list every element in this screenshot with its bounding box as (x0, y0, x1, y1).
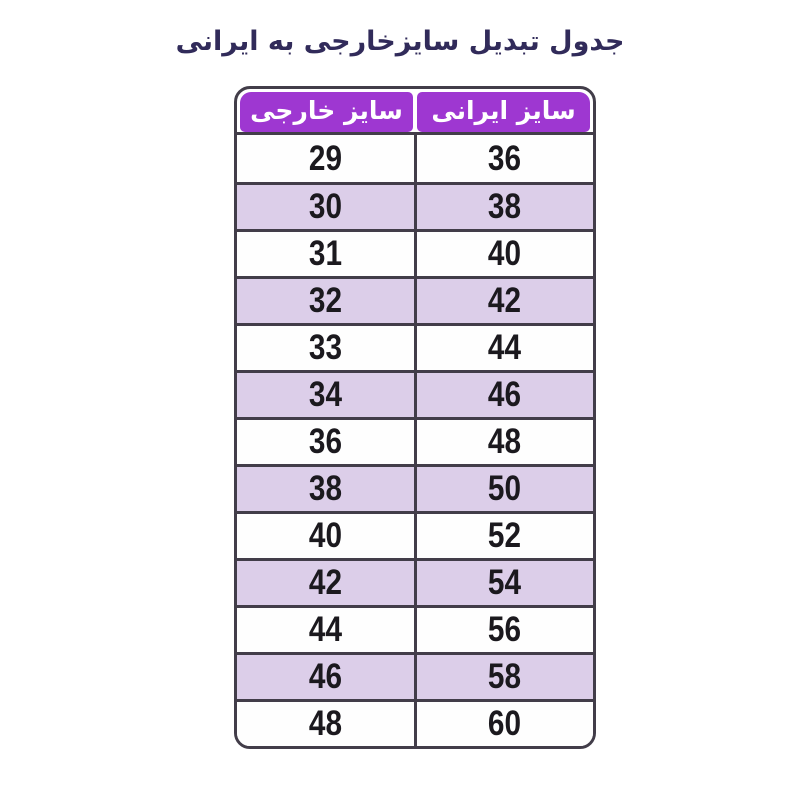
table-row: 34 46 (237, 370, 593, 417)
foreign-size-value: 30 (237, 185, 414, 229)
iranian-size-value: 52 (413, 514, 594, 558)
size-conversion-table: سایز خارجی سایز ایرانی 29 36 30 38 31 40 32 42 3… (234, 86, 596, 749)
table-row: 31 40 (237, 229, 593, 276)
foreign-size-value: 34 (237, 373, 414, 417)
foreign-size-value-text: 48 (308, 704, 342, 743)
foreign-size-value-text: 36 (308, 422, 342, 461)
iranian-size-value: 54 (413, 561, 594, 605)
table-row: 32 42 (237, 276, 593, 323)
iranian-size-value-text: 42 (488, 281, 522, 320)
foreign-size-value-text: 30 (308, 187, 342, 226)
page-title: جدول تبدیل سایزخارجی به ایرانی (175, 26, 625, 57)
foreign-size-value: 40 (237, 514, 414, 558)
iranian-size-value: 38 (413, 185, 594, 229)
iranian-size-value-text: 52 (488, 516, 522, 555)
table-row: 42 54 (237, 558, 593, 605)
iranian-size-value-text: 56 (488, 610, 522, 649)
foreign-size-value-text: 40 (308, 516, 342, 555)
table-row: 33 44 (237, 323, 593, 370)
table-row: 44 56 (237, 605, 593, 652)
iranian-size-value: 36 (413, 135, 594, 182)
iranian-size-value: 42 (413, 279, 594, 323)
table-row: 40 52 (237, 511, 593, 558)
iranian-size-value: 40 (413, 232, 594, 276)
foreign-size-value-text: 44 (308, 610, 342, 649)
foreign-size-value-text: 31 (308, 234, 342, 273)
foreign-size-value-text: 29 (308, 138, 342, 178)
iranian-size-value-text: 58 (488, 657, 522, 696)
iranian-size-value: 56 (413, 608, 594, 652)
foreign-size-value: 44 (237, 608, 414, 652)
foreign-size-value-text: 38 (308, 469, 342, 508)
table-row: 38 50 (237, 464, 593, 511)
table-header-row: سایز خارجی سایز ایرانی (240, 92, 590, 132)
foreign-size-value-text: 42 (308, 563, 342, 602)
foreign-size-value-text: 33 (308, 328, 342, 367)
iranian-size-value: 60 (413, 702, 594, 746)
foreign-size-value: 29 (237, 135, 414, 182)
iranian-size-value-text: 48 (488, 422, 522, 461)
iranian-size-value: 48 (413, 420, 594, 464)
iranian-size-value-text: 44 (488, 328, 522, 367)
table-row: 30 38 (237, 182, 593, 229)
foreign-size-value-text: 46 (308, 657, 342, 696)
iranian-size-value-text: 54 (488, 563, 522, 602)
iranian-size-column-header: سایز ایرانی (417, 92, 590, 132)
iranian-size-value-text: 36 (488, 138, 522, 178)
table-row: 29 36 (237, 135, 593, 182)
iranian-size-value-text: 60 (488, 704, 522, 743)
foreign-size-value: 42 (237, 561, 414, 605)
foreign-size-value-text: 34 (308, 375, 342, 414)
iranian-size-value-text: 38 (488, 187, 522, 226)
table-row: 48 60 (237, 699, 593, 746)
foreign-size-value: 36 (237, 420, 414, 464)
foreign-size-value: 31 (237, 232, 414, 276)
iranian-size-value: 44 (413, 326, 594, 370)
iranian-size-value: 58 (413, 655, 594, 699)
foreign-size-column-header: سایز خارجی (240, 92, 413, 132)
iranian-size-value-text: 46 (488, 375, 522, 414)
iranian-size-value-text: 40 (488, 234, 522, 273)
foreign-size-value: 48 (237, 702, 414, 746)
foreign-size-value: 32 (237, 279, 414, 323)
iranian-size-value: 46 (413, 373, 594, 417)
table-row: 46 58 (237, 652, 593, 699)
iranian-size-value-text: 50 (488, 469, 522, 508)
foreign-size-value: 46 (237, 655, 414, 699)
foreign-size-value: 38 (237, 467, 414, 511)
foreign-size-value: 33 (237, 326, 414, 370)
table-body: 29 36 30 38 31 40 32 42 33 44 34 46 36 48 38 50 40 52 42 54… (237, 132, 593, 746)
foreign-size-value-text: 32 (308, 281, 342, 320)
table-row: 36 48 (237, 417, 593, 464)
iranian-size-value: 50 (413, 467, 594, 511)
